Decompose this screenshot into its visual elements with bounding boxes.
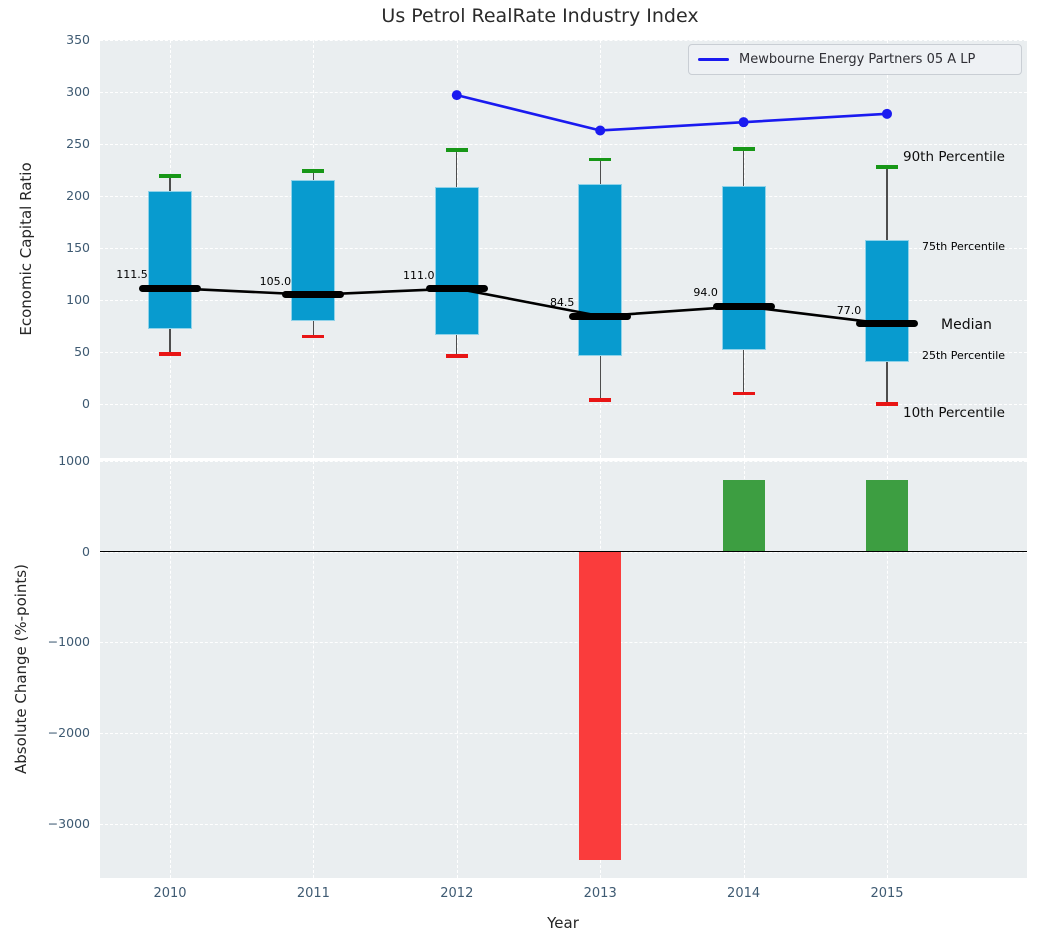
company-point-2013: [595, 125, 606, 136]
xtick-2013: 2013: [583, 886, 617, 901]
company-point-2015: [882, 108, 892, 119]
gridline-h: [100, 642, 1027, 644]
bar-2014: [722, 479, 765, 552]
gridline-h: [100, 823, 1027, 825]
whisker-cap-p90-2011: [302, 169, 325, 173]
ytick-bottom-1000: 1000: [58, 452, 90, 468]
median-dash-2010: [139, 284, 201, 292]
gridline-h: [100, 144, 1027, 145]
annotation-90th-percentile: 90th Percentile: [903, 149, 1005, 165]
ytick-bottom--2000: −2000: [47, 724, 90, 740]
box-2012: [434, 186, 479, 336]
whisker-cap-p90-2015: [876, 165, 898, 169]
gridline-v: [313, 461, 315, 878]
median-dash-2014: [712, 302, 775, 310]
box-2015: [865, 239, 909, 363]
legend-series-label: Mewbourne Energy Partners 05 A LP: [739, 52, 976, 67]
ytick-top-100: 100: [66, 292, 90, 307]
gridline-h: [100, 732, 1027, 734]
xtick-2014: 2014: [727, 886, 761, 901]
ytick-top-150: 150: [66, 240, 90, 255]
median-dash-2015: [856, 320, 918, 328]
xtick-2015: 2015: [870, 886, 904, 901]
gridline-h: [100, 461, 1027, 462]
legend: Mewbourne Energy Partners 05 A LP: [688, 44, 1022, 75]
gridline-v: [743, 461, 745, 878]
y-axis-label-bottom: Absolute Change (%-points): [12, 564, 30, 774]
gridline-h: [100, 404, 1027, 405]
gridline-h: [100, 40, 1027, 41]
company-line: [456, 93, 888, 132]
xtick-2010: 2010: [153, 886, 187, 901]
zero-line: [100, 550, 1027, 553]
ytick-top-0: 0: [82, 396, 90, 411]
company-point-2012: [451, 90, 462, 101]
box-2010: [148, 190, 192, 330]
median-label-2013: 84.5: [549, 296, 575, 310]
gridline-v: [456, 461, 458, 878]
chart-title: Us Petrol RealRate Industry Index: [381, 5, 699, 27]
box-2014: [721, 185, 766, 350]
legend-line-sample: [698, 58, 729, 61]
ytick-top-350: 350: [66, 32, 90, 47]
gridline-v: [170, 461, 171, 878]
annotation-75th-percentile: 75th Percentile: [922, 240, 1006, 253]
median-dash-2011: [282, 291, 345, 299]
whisker-cap-p10-2010: [159, 352, 181, 356]
bar-2013: [579, 551, 622, 860]
top-panel-overlay: [169, 90, 892, 326]
bottom-panel: [100, 461, 1027, 878]
gridline-h: [100, 196, 1027, 197]
ytick-bottom--1000: −1000: [47, 634, 90, 650]
annotation-median: Median: [941, 317, 992, 333]
whisker-cap-p10-2012: [445, 354, 468, 358]
whisker-cap-p90-2010: [159, 174, 181, 178]
box-2013: [578, 183, 623, 357]
company-point-2014: [738, 117, 749, 128]
median-label-2015: 77.0: [836, 303, 862, 317]
whisker-cap-p10-2013: [589, 398, 612, 402]
median-dash-2012: [425, 285, 488, 293]
whisker-cap-p90-2013: [589, 157, 612, 162]
xtick-2012: 2012: [440, 886, 474, 901]
annotation-10th-percentile: 10th Percentile: [903, 405, 1005, 421]
gridline-h: [100, 300, 1027, 301]
top-panel: 111.5 105.0 111.0 84.5 94.0 77.0: [100, 40, 1027, 458]
whisker-cap-p90-2014: [732, 147, 755, 151]
x-axis-label: Year: [547, 914, 579, 932]
median-label-2010: 111.5: [116, 268, 148, 282]
annotation-25th-percentile: 25th Percentile: [922, 349, 1006, 362]
bar-2015: [866, 479, 908, 552]
ytick-top-250: 250: [66, 136, 90, 151]
gridline-h: [100, 352, 1027, 353]
whisker-cap-p90-2012: [445, 148, 468, 152]
whisker-cap-p10-2011: [302, 334, 325, 339]
median-label-2014: 94.0: [693, 286, 718, 300]
ytick-top-50: 50: [74, 344, 90, 359]
median-label-2011: 105.0: [259, 274, 292, 288]
whisker-cap-p10-2014: [732, 391, 755, 396]
ytick-top-300: 300: [66, 84, 90, 99]
ytick-bottom--3000: −3000: [47, 815, 90, 831]
median-line: [169, 286, 888, 326]
median-label-2012: 111.0: [403, 268, 435, 282]
gridline-h: [100, 92, 1027, 93]
median-dash-2013: [569, 312, 632, 320]
ytick-top-200: 200: [66, 188, 90, 203]
gridline-v: [887, 461, 888, 878]
xtick-2011: 2011: [296, 886, 330, 901]
gridline-h: [100, 248, 1027, 249]
ytick-bottom-0: 0: [82, 543, 90, 559]
whisker-cap-p10-2015: [876, 402, 898, 406]
